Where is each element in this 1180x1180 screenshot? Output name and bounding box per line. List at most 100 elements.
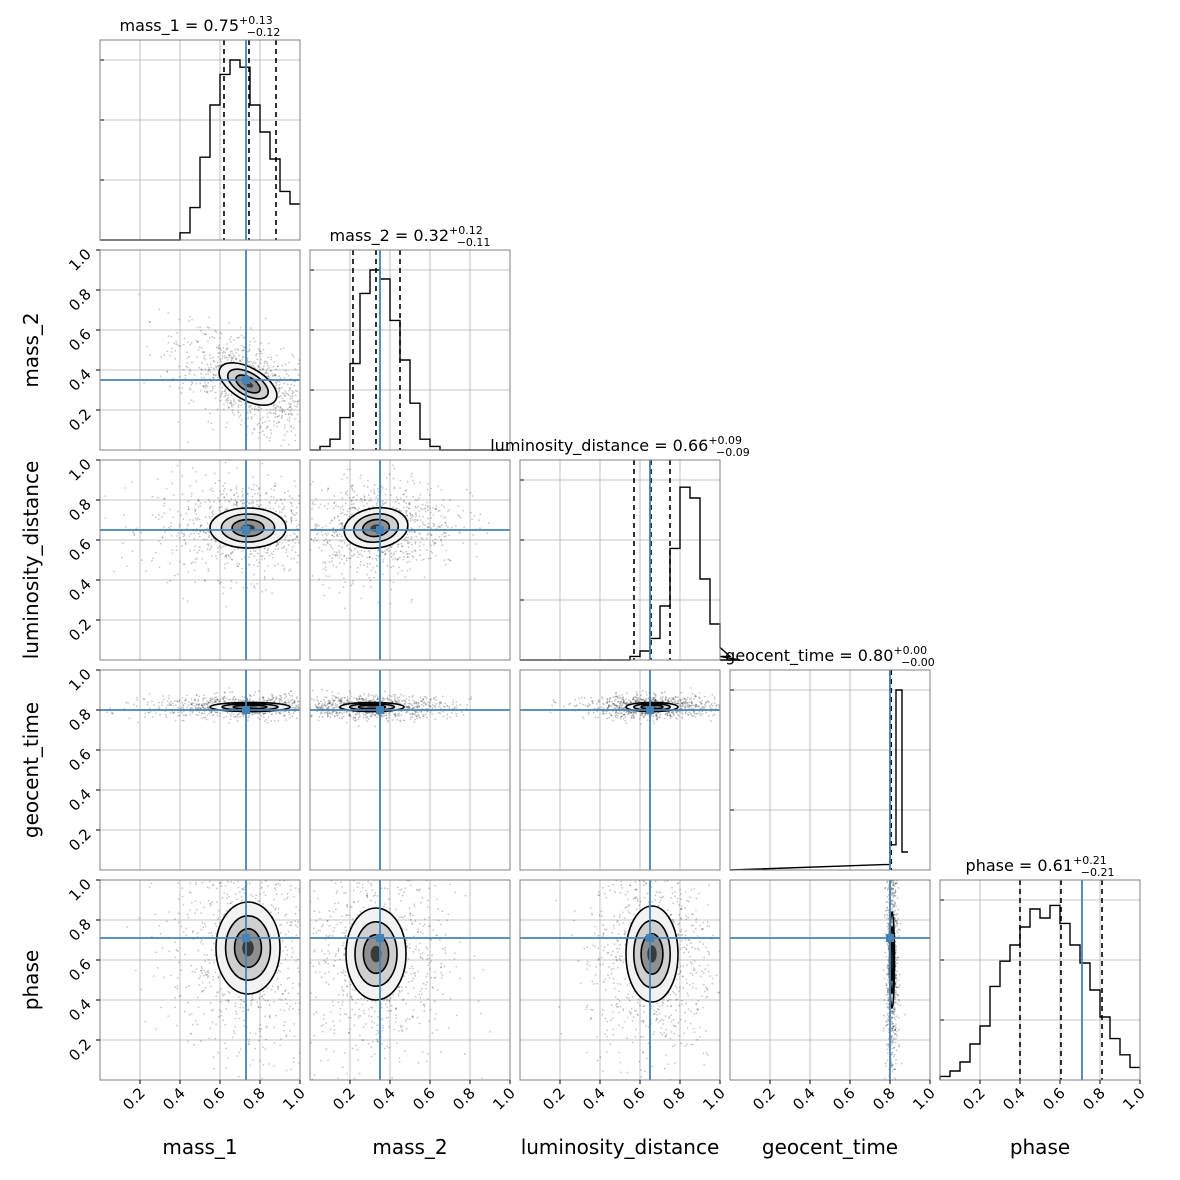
sample-point (440, 488, 443, 491)
sample-point (292, 706, 295, 709)
sample-point (367, 550, 370, 553)
sample-point (161, 536, 164, 539)
sample-point (341, 478, 344, 481)
sample-point (125, 565, 128, 568)
sample-point (344, 581, 347, 583)
sample-point (133, 534, 136, 537)
sample-point (200, 717, 203, 720)
sample-point (628, 702, 630, 704)
sample-point (283, 399, 286, 402)
sample-point (264, 317, 267, 320)
sample-point (283, 410, 286, 413)
sample-point (433, 698, 436, 700)
sample-point (392, 558, 395, 561)
sample-point (656, 716, 658, 719)
sample-point (398, 715, 400, 717)
sample-point (140, 531, 143, 534)
sample-point (276, 415, 279, 418)
sample-point (250, 582, 253, 585)
sample-point (267, 697, 270, 700)
sample-point (354, 507, 357, 510)
sample-point (215, 366, 218, 369)
sample-point (176, 700, 179, 703)
sample-point (333, 517, 336, 520)
sample-point (242, 487, 244, 490)
sample-point (258, 352, 261, 355)
sample-point (659, 714, 662, 717)
sample-point (417, 702, 420, 704)
sample-point (369, 715, 372, 718)
sample-point (215, 557, 218, 560)
sample-point (338, 550, 341, 552)
sample-point (238, 712, 241, 715)
sample-point (239, 715, 242, 718)
sample-point (343, 702, 346, 704)
sample-point (270, 356, 273, 359)
sample-point (288, 406, 291, 409)
sample-point (146, 345, 149, 348)
sample-point (177, 706, 180, 709)
sample-point (370, 694, 373, 697)
sample-point (324, 701, 327, 704)
sample-point (283, 382, 286, 385)
sample-point (306, 417, 308, 419)
sample-point (428, 702, 431, 704)
sample-point (438, 535, 441, 538)
sample-point (195, 480, 198, 483)
sample-point (198, 549, 201, 552)
sample-point (397, 699, 399, 702)
sample-point (236, 714, 239, 717)
sample-point (399, 487, 401, 489)
sample-point (303, 705, 305, 707)
sample-point (402, 493, 405, 496)
sample-point (201, 489, 204, 492)
panel-bg (310, 250, 510, 450)
sample-point (248, 563, 250, 566)
sample-point (265, 718, 268, 721)
sample-point (231, 691, 234, 693)
panel-bg (310, 460, 510, 660)
sample-point (264, 712, 267, 714)
sample-point (273, 361, 276, 364)
sample-point (387, 550, 390, 553)
sample-point (640, 712, 643, 715)
sample-point (197, 340, 200, 343)
sample-point (307, 699, 309, 701)
panel-bg (100, 460, 300, 660)
sample-point (208, 507, 211, 510)
panel-mass_2-vs-luminosity_distance (309, 459, 511, 661)
sample-point (469, 491, 472, 494)
sample-point (276, 425, 279, 428)
sample-point (348, 690, 351, 692)
sample-point (330, 713, 333, 715)
sample-point (267, 547, 269, 550)
sample-point (236, 348, 238, 350)
sample-point (283, 545, 286, 548)
sample-point (216, 698, 219, 701)
sample-point (241, 349, 244, 352)
sample-point (290, 383, 293, 386)
sample-point (300, 408, 302, 410)
sample-point (328, 702, 331, 704)
sample-point (227, 698, 230, 701)
sample-point (350, 695, 352, 698)
sample-point (253, 408, 256, 411)
sample-point (398, 696, 401, 699)
sample-point (326, 715, 329, 718)
sample-point (291, 512, 294, 515)
sample-point (285, 520, 288, 522)
sample-point (205, 333, 207, 336)
sample-point (694, 695, 696, 698)
sample-point (411, 712, 414, 715)
sample-point (394, 699, 396, 702)
sample-point (396, 507, 399, 510)
sample-point (255, 712, 258, 715)
sample-point (258, 350, 261, 353)
sample-point (263, 547, 266, 550)
sample-point (372, 713, 375, 716)
sample-point (305, 372, 307, 374)
sample-point (128, 717, 131, 720)
sample-point (366, 556, 368, 559)
panel-title: mass_1 = 0.75+0.13 −0.12 (120, 14, 281, 39)
sample-point (281, 541, 284, 544)
